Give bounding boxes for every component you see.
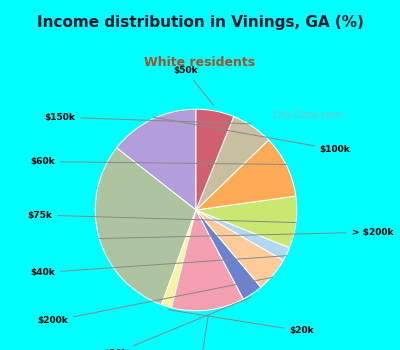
Text: $60k: $60k bbox=[30, 157, 286, 166]
Wedge shape bbox=[196, 109, 234, 210]
Text: > $200k: > $200k bbox=[99, 228, 393, 239]
Wedge shape bbox=[95, 148, 196, 305]
Text: $100k: $100k bbox=[153, 117, 350, 154]
Wedge shape bbox=[172, 210, 243, 311]
Text: $200k: $200k bbox=[38, 277, 273, 326]
Text: $30k: $30k bbox=[103, 297, 252, 350]
Text: Income distribution in Vinings, GA (%): Income distribution in Vinings, GA (%) bbox=[36, 15, 364, 30]
Text: $40k: $40k bbox=[30, 256, 286, 277]
Text: $75k: $75k bbox=[27, 211, 296, 223]
Wedge shape bbox=[196, 210, 283, 287]
Text: $50k: $50k bbox=[174, 66, 214, 106]
Text: $150k: $150k bbox=[44, 113, 251, 124]
Text: $125k: $125k bbox=[186, 316, 216, 350]
Wedge shape bbox=[196, 210, 261, 299]
Wedge shape bbox=[116, 109, 196, 210]
Text: White residents: White residents bbox=[144, 56, 256, 69]
Wedge shape bbox=[196, 117, 268, 210]
Wedge shape bbox=[196, 210, 290, 260]
Text: City-Data.com: City-Data.com bbox=[273, 111, 342, 120]
Wedge shape bbox=[196, 196, 297, 248]
Text: $20k: $20k bbox=[168, 310, 314, 335]
Wedge shape bbox=[162, 210, 196, 308]
Wedge shape bbox=[196, 140, 296, 210]
